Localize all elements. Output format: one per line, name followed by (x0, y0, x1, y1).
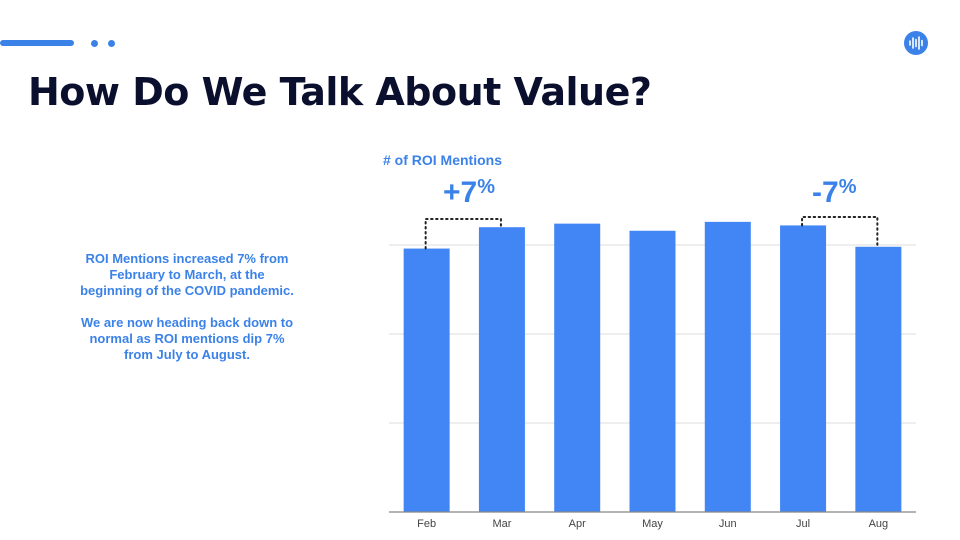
x-tick-label: Aug (869, 518, 889, 530)
x-tick-label: Mar (492, 518, 511, 530)
bar (704, 221, 751, 513)
annotation-decrease: -7% (812, 176, 857, 209)
page-title: How Do We Talk About Value? (28, 70, 652, 114)
annotation-bracket (801, 216, 879, 248)
x-tick-label: Jul (796, 518, 810, 530)
annotation-decrease-unit: % (838, 176, 857, 198)
annotation-increase: +7% (443, 176, 496, 209)
annotation-decrease-value: -7 (812, 176, 839, 209)
accent-dot (108, 40, 115, 47)
description-paragraph: We are now heading back down to normal a… (80, 315, 294, 362)
annotation-increase-unit: % (477, 176, 496, 198)
bar (554, 223, 601, 512)
bar (403, 248, 450, 512)
x-tick-label: Jun (719, 518, 737, 530)
description-text: ROI Mentions increased 7% from February … (78, 251, 296, 379)
chart-title: # of ROI Mentions (383, 152, 502, 168)
description-paragraph: ROI Mentions increased 7% from February … (80, 251, 294, 298)
x-tick-label: May (642, 518, 663, 530)
x-tick-label: Apr (569, 518, 586, 530)
bar (780, 225, 827, 513)
bar (855, 246, 902, 512)
bar (629, 230, 676, 512)
accent-line (0, 40, 74, 46)
x-tick-label: Feb (417, 518, 436, 530)
sound-wave-icon (904, 31, 928, 55)
bar (478, 227, 525, 512)
accent-dot (91, 40, 98, 47)
annotation-increase-value: +7 (443, 176, 478, 209)
annotation-bracket (424, 218, 502, 250)
